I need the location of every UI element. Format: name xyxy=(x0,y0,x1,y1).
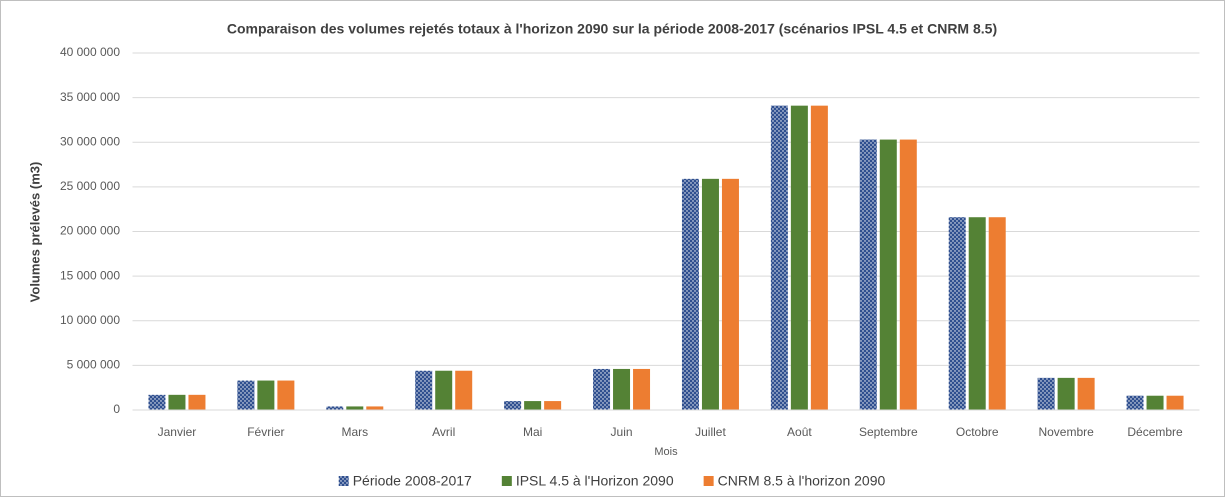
bar xyxy=(1146,395,1164,410)
x-tick-label: Août xyxy=(787,425,812,439)
bar xyxy=(148,394,166,410)
legend-swatch xyxy=(338,476,349,486)
x-tick-label: Mai xyxy=(523,425,542,439)
y-tick-label: 15 000 000 xyxy=(60,268,120,282)
legend-label: Période 2008-2017 xyxy=(353,473,472,489)
y-axis-title: Volumes prélevés (m3) xyxy=(27,162,42,303)
bar xyxy=(948,217,966,410)
bar xyxy=(544,401,562,410)
bar xyxy=(257,380,275,410)
bar xyxy=(277,380,295,410)
bar xyxy=(701,178,719,410)
bar xyxy=(988,217,1006,410)
bar xyxy=(859,139,877,410)
y-tick-label: 10 000 000 xyxy=(60,313,120,327)
bar xyxy=(326,406,344,410)
bar xyxy=(237,380,255,410)
legend-swatch xyxy=(703,476,714,486)
y-tick-label: 20 000 000 xyxy=(60,224,120,238)
bar xyxy=(524,401,542,410)
y-tick-label: 0 xyxy=(113,402,120,416)
bar xyxy=(504,401,522,410)
bar xyxy=(1037,377,1055,410)
legend-swatch xyxy=(501,476,512,486)
x-tick-label: Juillet xyxy=(695,425,726,439)
bar xyxy=(593,368,611,410)
y-tick-label: 5 000 000 xyxy=(67,358,121,372)
bar xyxy=(968,217,986,410)
x-tick-label: Mars xyxy=(341,425,368,439)
bar xyxy=(366,406,384,410)
x-tick-label: Février xyxy=(247,425,284,439)
bar xyxy=(1166,395,1184,410)
bar xyxy=(1126,395,1144,410)
bar xyxy=(346,406,364,410)
bar xyxy=(613,368,631,410)
y-tick-label: 30 000 000 xyxy=(60,134,120,148)
chart-title: Comparaison des volumes rejetés totaux à… xyxy=(227,21,997,37)
legend-label: IPSL 4.5 à l'Horizon 2090 xyxy=(516,473,674,489)
x-axis-title: Mois xyxy=(654,446,678,458)
bar xyxy=(879,139,897,410)
x-tick-label: Décembre xyxy=(1127,425,1183,439)
legend: Période 2008-2017 IPSL 4.5 à l'Horizon 20… xyxy=(338,473,886,489)
bar xyxy=(435,370,453,410)
bar xyxy=(810,105,828,410)
x-tick-label: Janvier xyxy=(158,425,197,439)
x-tick-label: Avril xyxy=(432,425,455,439)
bar xyxy=(770,105,788,410)
bar xyxy=(168,394,186,410)
bar xyxy=(633,368,651,410)
y-tick-label: 40 000 000 xyxy=(60,45,120,59)
bar xyxy=(681,178,699,410)
bar xyxy=(790,105,808,410)
bar xyxy=(721,178,739,410)
x-tick-label: Juin xyxy=(611,425,633,439)
bar xyxy=(455,370,473,410)
bar xyxy=(188,394,206,410)
y-tick-label: 35 000 000 xyxy=(60,90,120,104)
x-tick-label: Septembre xyxy=(859,425,918,439)
legend-label: CNRM 8.5 à l'horizon 2090 xyxy=(718,473,886,489)
bar xyxy=(1057,377,1075,410)
x-tick-label: Octobre xyxy=(956,425,999,439)
x-tick-label: Novembre xyxy=(1038,425,1094,439)
bar xyxy=(415,370,433,410)
bar xyxy=(899,139,917,410)
bar xyxy=(1077,377,1095,410)
y-tick-label: 25 000 000 xyxy=(60,179,120,193)
